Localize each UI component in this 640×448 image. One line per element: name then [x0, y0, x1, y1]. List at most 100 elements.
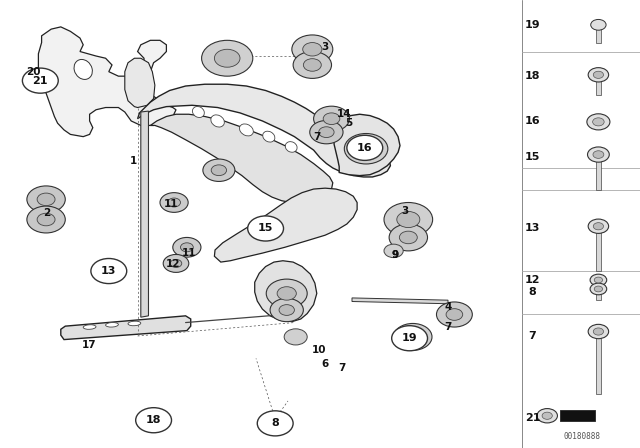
Text: 10: 10 [312, 345, 326, 355]
Circle shape [384, 202, 433, 237]
Circle shape [284, 329, 307, 345]
Circle shape [595, 277, 603, 283]
Circle shape [587, 114, 610, 130]
Ellipse shape [74, 60, 92, 79]
Text: 11: 11 [182, 248, 196, 258]
Circle shape [303, 59, 321, 71]
Circle shape [168, 198, 180, 207]
Text: 3: 3 [321, 42, 329, 52]
Circle shape [37, 193, 55, 206]
Circle shape [323, 113, 340, 125]
Circle shape [593, 328, 604, 335]
Circle shape [446, 309, 463, 320]
Text: 17: 17 [83, 340, 97, 350]
Circle shape [593, 223, 604, 230]
Text: 12: 12 [525, 275, 540, 285]
Circle shape [214, 49, 240, 67]
Text: 2: 2 [43, 208, 51, 218]
Circle shape [588, 219, 609, 233]
Circle shape [314, 106, 349, 131]
Text: 16: 16 [357, 143, 372, 153]
Circle shape [37, 213, 55, 226]
Circle shape [590, 283, 607, 295]
Circle shape [266, 279, 307, 308]
Circle shape [202, 40, 253, 76]
Circle shape [436, 302, 472, 327]
Text: 15: 15 [258, 224, 273, 233]
Polygon shape [138, 84, 390, 177]
Text: 18: 18 [146, 415, 161, 425]
Text: 16: 16 [525, 116, 540, 126]
Circle shape [399, 231, 417, 244]
Polygon shape [141, 111, 148, 317]
Text: 6: 6 [321, 359, 329, 369]
Text: 18: 18 [525, 71, 540, 81]
Circle shape [22, 68, 58, 93]
Circle shape [595, 286, 603, 292]
Circle shape [163, 254, 189, 272]
Circle shape [270, 298, 303, 322]
Bar [596, 77, 602, 95]
Polygon shape [150, 114, 333, 202]
Circle shape [356, 142, 376, 156]
Bar [596, 291, 601, 300]
Circle shape [293, 52, 332, 78]
Text: 7: 7 [444, 322, 452, 332]
Circle shape [593, 71, 604, 78]
Bar [596, 157, 602, 190]
Text: 12: 12 [166, 259, 180, 269]
Circle shape [588, 147, 609, 162]
Circle shape [319, 127, 334, 138]
Circle shape [347, 135, 383, 160]
Polygon shape [334, 114, 400, 176]
Circle shape [344, 134, 388, 164]
Ellipse shape [106, 323, 118, 327]
Text: 8: 8 [529, 287, 536, 297]
Ellipse shape [83, 325, 96, 329]
Circle shape [27, 186, 65, 213]
Text: 8: 8 [271, 418, 279, 428]
Text: 7: 7 [529, 331, 536, 341]
Circle shape [590, 274, 607, 286]
Polygon shape [352, 298, 448, 304]
Text: 19: 19 [525, 20, 540, 30]
Circle shape [170, 259, 182, 267]
Circle shape [180, 243, 193, 252]
Text: 20: 20 [26, 67, 40, 77]
Polygon shape [61, 316, 191, 340]
Circle shape [542, 412, 552, 419]
Circle shape [588, 324, 609, 339]
Circle shape [389, 224, 428, 251]
Text: 7: 7 [313, 132, 321, 142]
Text: 15: 15 [525, 152, 540, 162]
Bar [596, 228, 602, 271]
Circle shape [292, 35, 333, 64]
Circle shape [593, 151, 604, 158]
Bar [596, 334, 602, 394]
Circle shape [303, 43, 322, 56]
Text: 13: 13 [525, 224, 540, 233]
Polygon shape [214, 188, 357, 262]
Text: 3: 3 [401, 206, 409, 215]
Circle shape [259, 224, 272, 233]
Text: 14: 14 [337, 109, 351, 119]
Circle shape [537, 409, 557, 423]
Ellipse shape [193, 107, 204, 117]
Circle shape [394, 323, 432, 350]
Circle shape [310, 121, 343, 144]
Circle shape [392, 326, 428, 351]
Ellipse shape [285, 142, 297, 152]
Polygon shape [125, 58, 155, 108]
Ellipse shape [239, 124, 253, 136]
Circle shape [588, 68, 609, 82]
Text: 7: 7 [339, 363, 346, 373]
Text: 21: 21 [525, 413, 540, 422]
Circle shape [279, 305, 294, 315]
Circle shape [203, 159, 235, 181]
Circle shape [136, 408, 172, 433]
Text: 5: 5 [345, 118, 353, 128]
Circle shape [593, 118, 604, 126]
Circle shape [248, 216, 284, 241]
Circle shape [173, 237, 201, 257]
Circle shape [277, 287, 296, 300]
